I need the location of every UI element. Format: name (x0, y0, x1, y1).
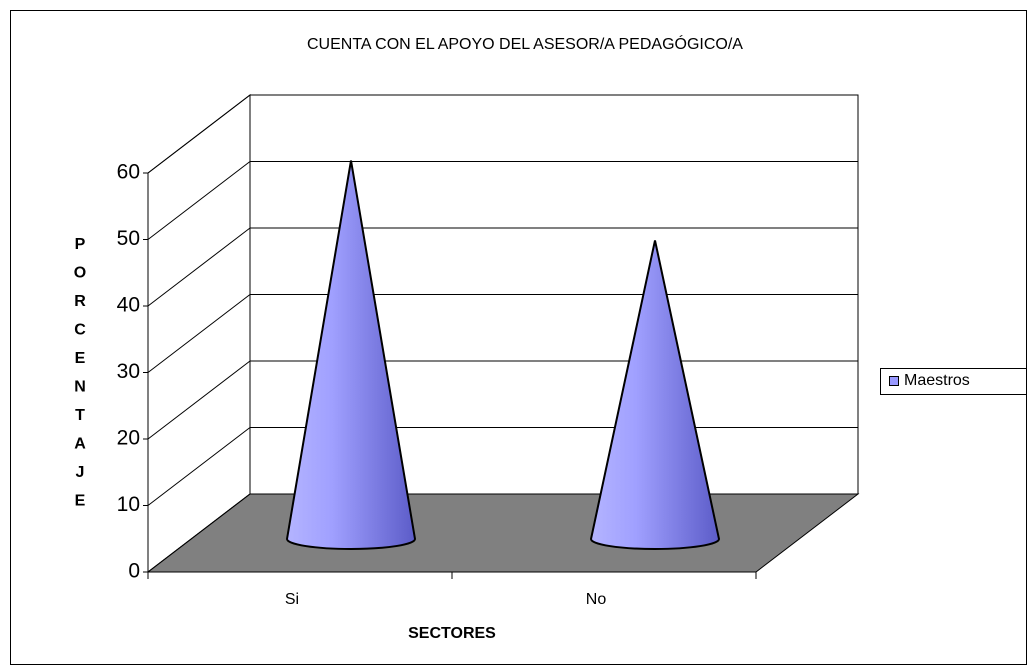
legend-box (880, 368, 1027, 395)
legend-swatch (889, 376, 899, 386)
y-tick-label: 40 (117, 294, 140, 317)
grid-line (147, 493, 251, 573)
grid-line (147, 94, 251, 174)
chart-title: CUENTA CON EL APOYO DEL ASESOR/A PEDAGÓG… (307, 34, 743, 53)
grid-line (147, 360, 251, 440)
x-tick-label: Si (285, 591, 299, 608)
grid-line (147, 427, 251, 506)
y-tick-label: 20 (117, 427, 140, 450)
x-axis-label: SECTORES (408, 625, 496, 642)
x-tick-label: No (586, 591, 607, 608)
cone (285, 160, 417, 550)
y-tick-label: 50 (117, 227, 140, 250)
y-tick-label: 0 (128, 560, 140, 583)
y-tick-label: 60 (117, 161, 140, 184)
y-tick-label: 30 (117, 360, 140, 383)
floor (146, 493, 860, 573)
grid-line (147, 294, 251, 373)
legend-label: Maestros (904, 372, 970, 389)
grid-line (147, 161, 251, 240)
grid-line (147, 227, 251, 307)
cone (589, 240, 721, 550)
y-tick-label: 10 (117, 493, 140, 516)
